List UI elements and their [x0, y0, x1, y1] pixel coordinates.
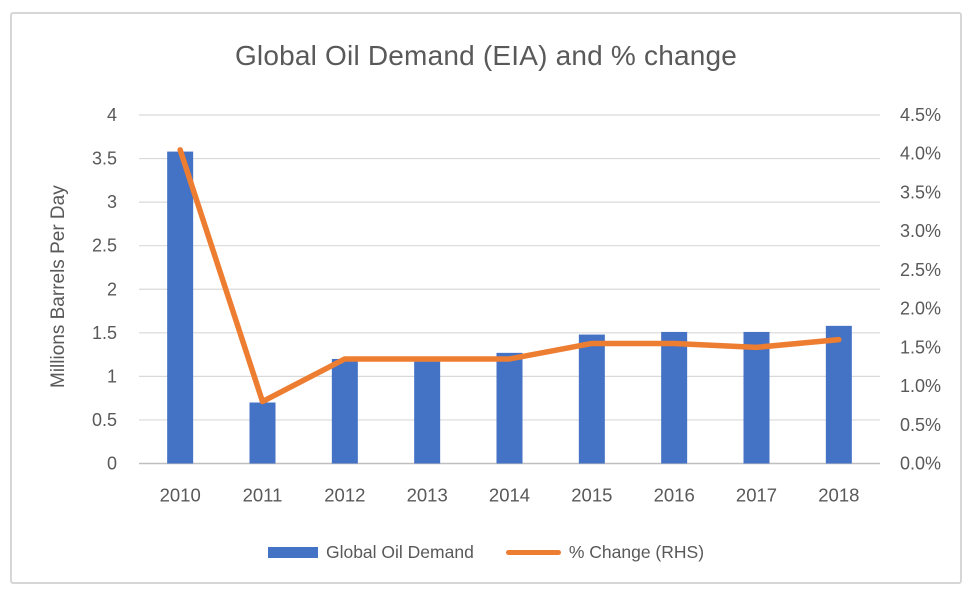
bar-2014 — [496, 352, 523, 464]
legend-item-global-oil-demand: Global Oil Demand — [267, 541, 474, 563]
chart-canvas: 0 0.5 1 1.5 2 2.5 3 3.5 4 0.0% 0.5% 1.0% 1.5% 2.0% 2.5… — [92, 105, 941, 506]
bar-2018 — [825, 325, 852, 464]
legend-line-swatch — [505, 549, 561, 555]
x-axis-tick-label: 2016 — [654, 485, 695, 506]
bar-2013 — [414, 361, 441, 464]
x-axis-tick-label: 2018 — [818, 485, 859, 506]
left-axis-tick-label: 3 — [107, 192, 117, 212]
left-axis-tick-label: 3.5 — [92, 149, 117, 169]
legend-bar-swatch — [267, 546, 318, 558]
right-axis-tick-label: 0.5% — [900, 415, 941, 435]
right-axis-tick-label: 2.5% — [900, 260, 941, 280]
x-axis-tick-label: 2010 — [160, 485, 201, 506]
percent-change-line — [177, 147, 842, 405]
left-axis-tick-label: 2 — [107, 279, 117, 299]
x-axis-tick-label: 2015 — [571, 485, 612, 506]
bar-2012 — [331, 358, 358, 464]
left-axis-tick-label: 4 — [107, 105, 117, 125]
left-axis-tick-label: 0 — [107, 454, 117, 474]
legend-label-global-oil-demand: Global Oil Demand — [325, 541, 474, 562]
right-axis-tick-label: 1.5% — [900, 337, 941, 357]
x-axis-tick-label: 2011 — [243, 485, 283, 506]
bar-2010 — [167, 151, 194, 464]
right-axis-tick-label: 1.0% — [900, 376, 941, 396]
left-axis-tick-label: 1.5 — [92, 323, 117, 343]
bar-2011 — [249, 402, 276, 464]
chart-title: Global Oil Demand (EIA) and % change — [234, 40, 738, 71]
x-axis-tick-label: 2014 — [489, 485, 530, 506]
x-axis-tick-label: 2017 — [736, 485, 777, 506]
bar-2016 — [661, 331, 688, 464]
legend: Global Oil Demand % Change (RHS) — [12, 540, 960, 564]
legend-label-percent-change: % Change (RHS) — [568, 541, 705, 562]
right-axis-tick-label: 3.5% — [900, 182, 941, 202]
right-axis-tick-label: 4.5% — [900, 105, 941, 125]
legend-item-percent-change: % Change (RHS) — [505, 541, 705, 563]
x-axis-tick-label: 2012 — [324, 485, 365, 506]
bar-2017 — [743, 331, 770, 464]
right-axis-tick-label: 4.0% — [900, 144, 941, 164]
right-axis-tick-label: 0.0% — [900, 454, 941, 474]
x-axis-tick-label: 2013 — [407, 485, 448, 506]
chart-frame: Global Oil Demand (EIA) and % change Mil… — [10, 12, 962, 584]
bar-2015 — [578, 334, 605, 464]
right-axis-tick-label: 2.0% — [900, 299, 941, 319]
left-axis-tick-label: 0.5 — [92, 410, 117, 430]
left-axis-tick-label: 1 — [107, 366, 117, 386]
left-axis-tick-label: 2.5 — [92, 236, 117, 256]
right-axis-tick-label: 3.0% — [900, 221, 941, 241]
